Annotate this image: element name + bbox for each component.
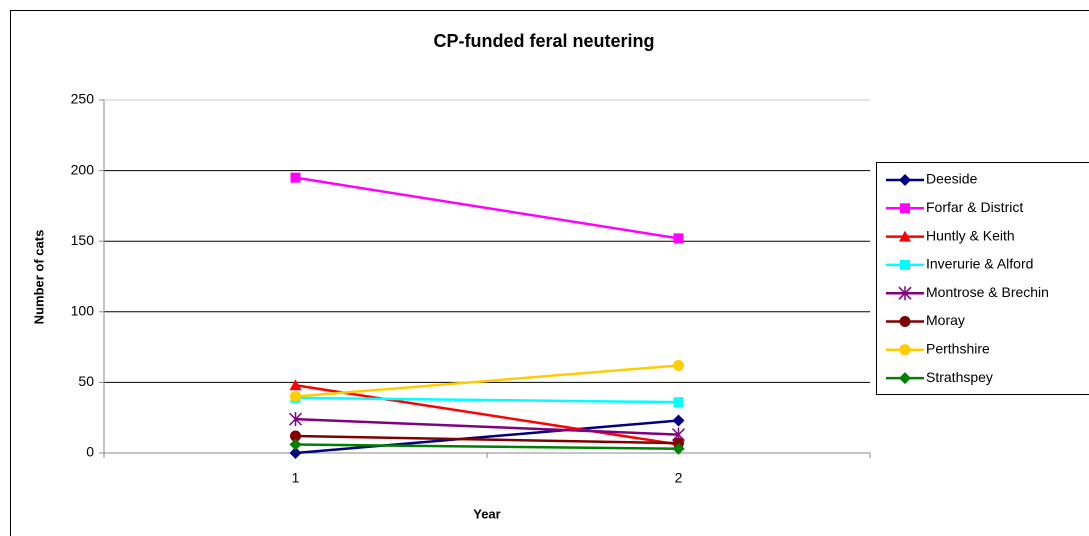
series-line xyxy=(295,417,679,436)
y-tick-label: 0 xyxy=(86,444,94,460)
series-line xyxy=(295,419,679,455)
chart-title: CP-funded feral neutering xyxy=(433,31,654,51)
legend-label: Montrose & Brechin xyxy=(926,284,1049,300)
y-tick-label: 250 xyxy=(71,91,95,107)
data-point xyxy=(673,233,684,244)
legend-label: Forfar & District xyxy=(926,199,1023,215)
data-point xyxy=(289,379,302,391)
legend-marker xyxy=(898,286,912,301)
legend-label: Deeside xyxy=(926,171,978,187)
x-axis-title: Year xyxy=(473,506,500,521)
legend-marker xyxy=(899,344,911,356)
series-line xyxy=(295,396,679,404)
y-tick-label: 200 xyxy=(71,161,95,177)
y-tick-label: 150 xyxy=(71,232,95,248)
data-point xyxy=(288,412,303,427)
series-line xyxy=(295,383,679,446)
legend-label: Moray xyxy=(926,312,965,328)
legend-label: Strathspey xyxy=(926,369,993,385)
series-line xyxy=(295,434,679,445)
legend-marker xyxy=(899,230,911,242)
y-tick-label: 100 xyxy=(71,303,95,319)
y-axis-title: Number of cats xyxy=(31,230,46,325)
data-point xyxy=(673,359,684,371)
legend-marker xyxy=(899,174,911,186)
series-line xyxy=(295,443,679,451)
x-tick-label: 2 xyxy=(675,470,683,486)
legend-box xyxy=(876,162,1089,395)
data-point xyxy=(672,442,685,455)
x-tick-label: 1 xyxy=(292,470,300,486)
legend-marker xyxy=(900,203,910,214)
series-line xyxy=(295,364,679,398)
data-point xyxy=(290,172,301,183)
legend-label: Huntly & Keith xyxy=(926,227,1015,243)
legend-marker xyxy=(899,372,911,385)
data-point xyxy=(673,397,684,408)
data-point xyxy=(289,438,302,451)
legend-marker xyxy=(900,259,910,270)
y-tick-label: 50 xyxy=(78,373,94,389)
data-point xyxy=(672,414,685,427)
data-point xyxy=(290,391,301,403)
data-point xyxy=(290,430,301,442)
legend-marker xyxy=(899,316,911,327)
legend-label: Inverurie & Alford xyxy=(926,256,1033,272)
data-point xyxy=(289,447,302,459)
legend-label: Perthshire xyxy=(926,341,990,357)
series-line xyxy=(295,176,679,240)
